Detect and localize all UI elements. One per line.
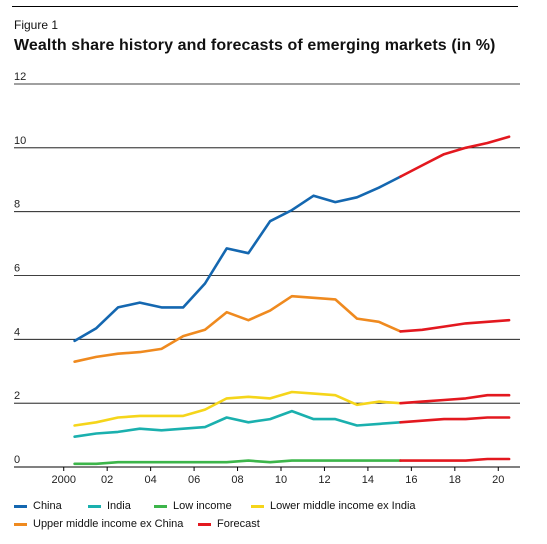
legend-swatch (251, 504, 264, 508)
legend-swatch (154, 504, 167, 508)
x-tick-label: 06 (188, 474, 200, 486)
legend-label: India (107, 500, 131, 512)
series-india (73, 409, 402, 439)
y-tick-label: 10 (14, 135, 26, 147)
legend-item: China (14, 500, 62, 512)
x-tick-label: 2000 (51, 474, 75, 486)
x-tick-label: 08 (231, 474, 243, 486)
x-tick-label: 16 (405, 474, 417, 486)
legend-item: Forecast (198, 518, 260, 530)
legend-swatch (198, 522, 211, 526)
y-tick-label: 2 (14, 390, 20, 402)
x-tick-label: 02 (101, 474, 113, 486)
x-tick-label: 14 (362, 474, 374, 486)
series-low-income (73, 459, 402, 466)
y-tick-label: 6 (14, 263, 20, 275)
series-forecast-3 (399, 393, 511, 405)
legend-swatch (88, 504, 101, 508)
series-forecast-2 (399, 318, 511, 333)
series-lower-middle-income-ex-india (73, 390, 402, 427)
x-tick-label: 20 (492, 474, 504, 486)
series-forecast-4 (399, 416, 511, 424)
x-tick-label: 10 (275, 474, 287, 486)
legend-item: Lower middle income ex India (251, 500, 416, 512)
legend-swatch (14, 522, 27, 526)
series-forecast-5 (399, 457, 511, 462)
x-tick-label: 12 (318, 474, 330, 486)
series-china (73, 175, 402, 343)
y-tick-label: 4 (14, 326, 20, 338)
legend-label: Forecast (217, 518, 260, 530)
figure-label: Figure 1 (14, 18, 59, 32)
legend-swatch (14, 504, 27, 508)
x-tick-label: 18 (449, 474, 461, 486)
legend-item: Low income (154, 500, 232, 512)
legend-item: Upper middle income ex China (14, 518, 183, 530)
y-tick-label: 12 (14, 71, 26, 83)
legend-label: Lower middle income ex India (270, 500, 416, 512)
y-tick-label: 8 (14, 199, 20, 211)
series-forecast-1 (399, 135, 511, 178)
legend-item: India (88, 500, 131, 512)
y-tick-label: 0 (14, 454, 20, 466)
legend-label: Low income (173, 500, 232, 512)
chart-title: Wealth share history and forecasts of em… (14, 37, 496, 54)
x-tick-label: 04 (145, 474, 157, 486)
legend-label: Upper middle income ex China (33, 518, 184, 530)
top-rule (12, 6, 518, 7)
series-upper-middle-income-ex-china (73, 294, 402, 364)
legend-label: China (33, 500, 62, 512)
